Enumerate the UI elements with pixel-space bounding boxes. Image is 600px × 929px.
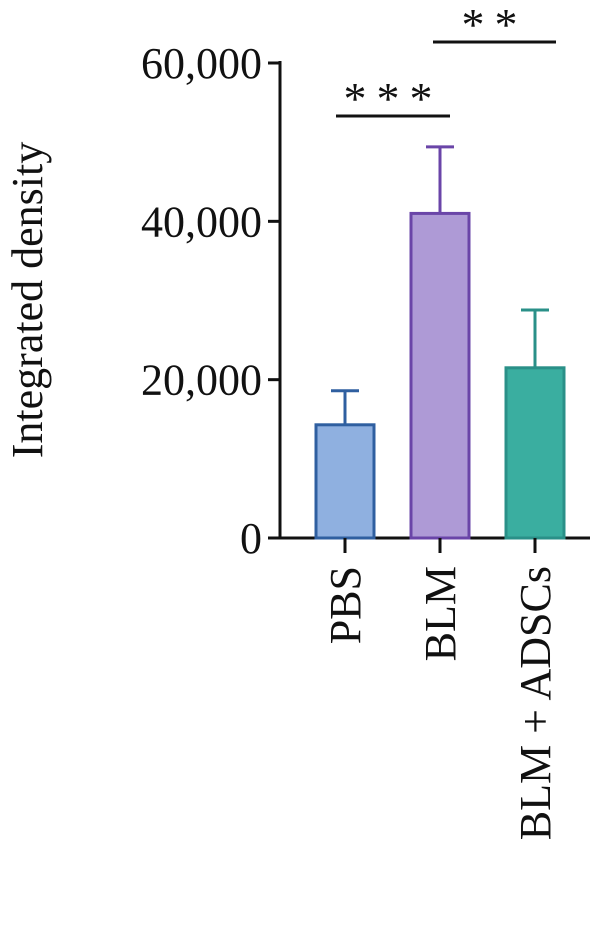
y-tick-label: 60,000: [141, 39, 262, 88]
y-tick-label: 20,000: [141, 356, 262, 405]
bar: [409, 211, 471, 540]
y-tick-label: 0: [240, 514, 262, 563]
significance-label: ***: [344, 73, 443, 124]
x-tick-label: BLM: [416, 566, 465, 661]
x-tick-label: BLM + ADSCs: [511, 566, 560, 840]
y-axis-label: Integrated density: [3, 142, 52, 458]
significance-label: **: [462, 0, 528, 50]
y-tick-label: 40,000: [141, 197, 262, 246]
bar: [504, 366, 566, 540]
bar: [314, 423, 376, 540]
x-tick-label: PBS: [321, 566, 370, 644]
